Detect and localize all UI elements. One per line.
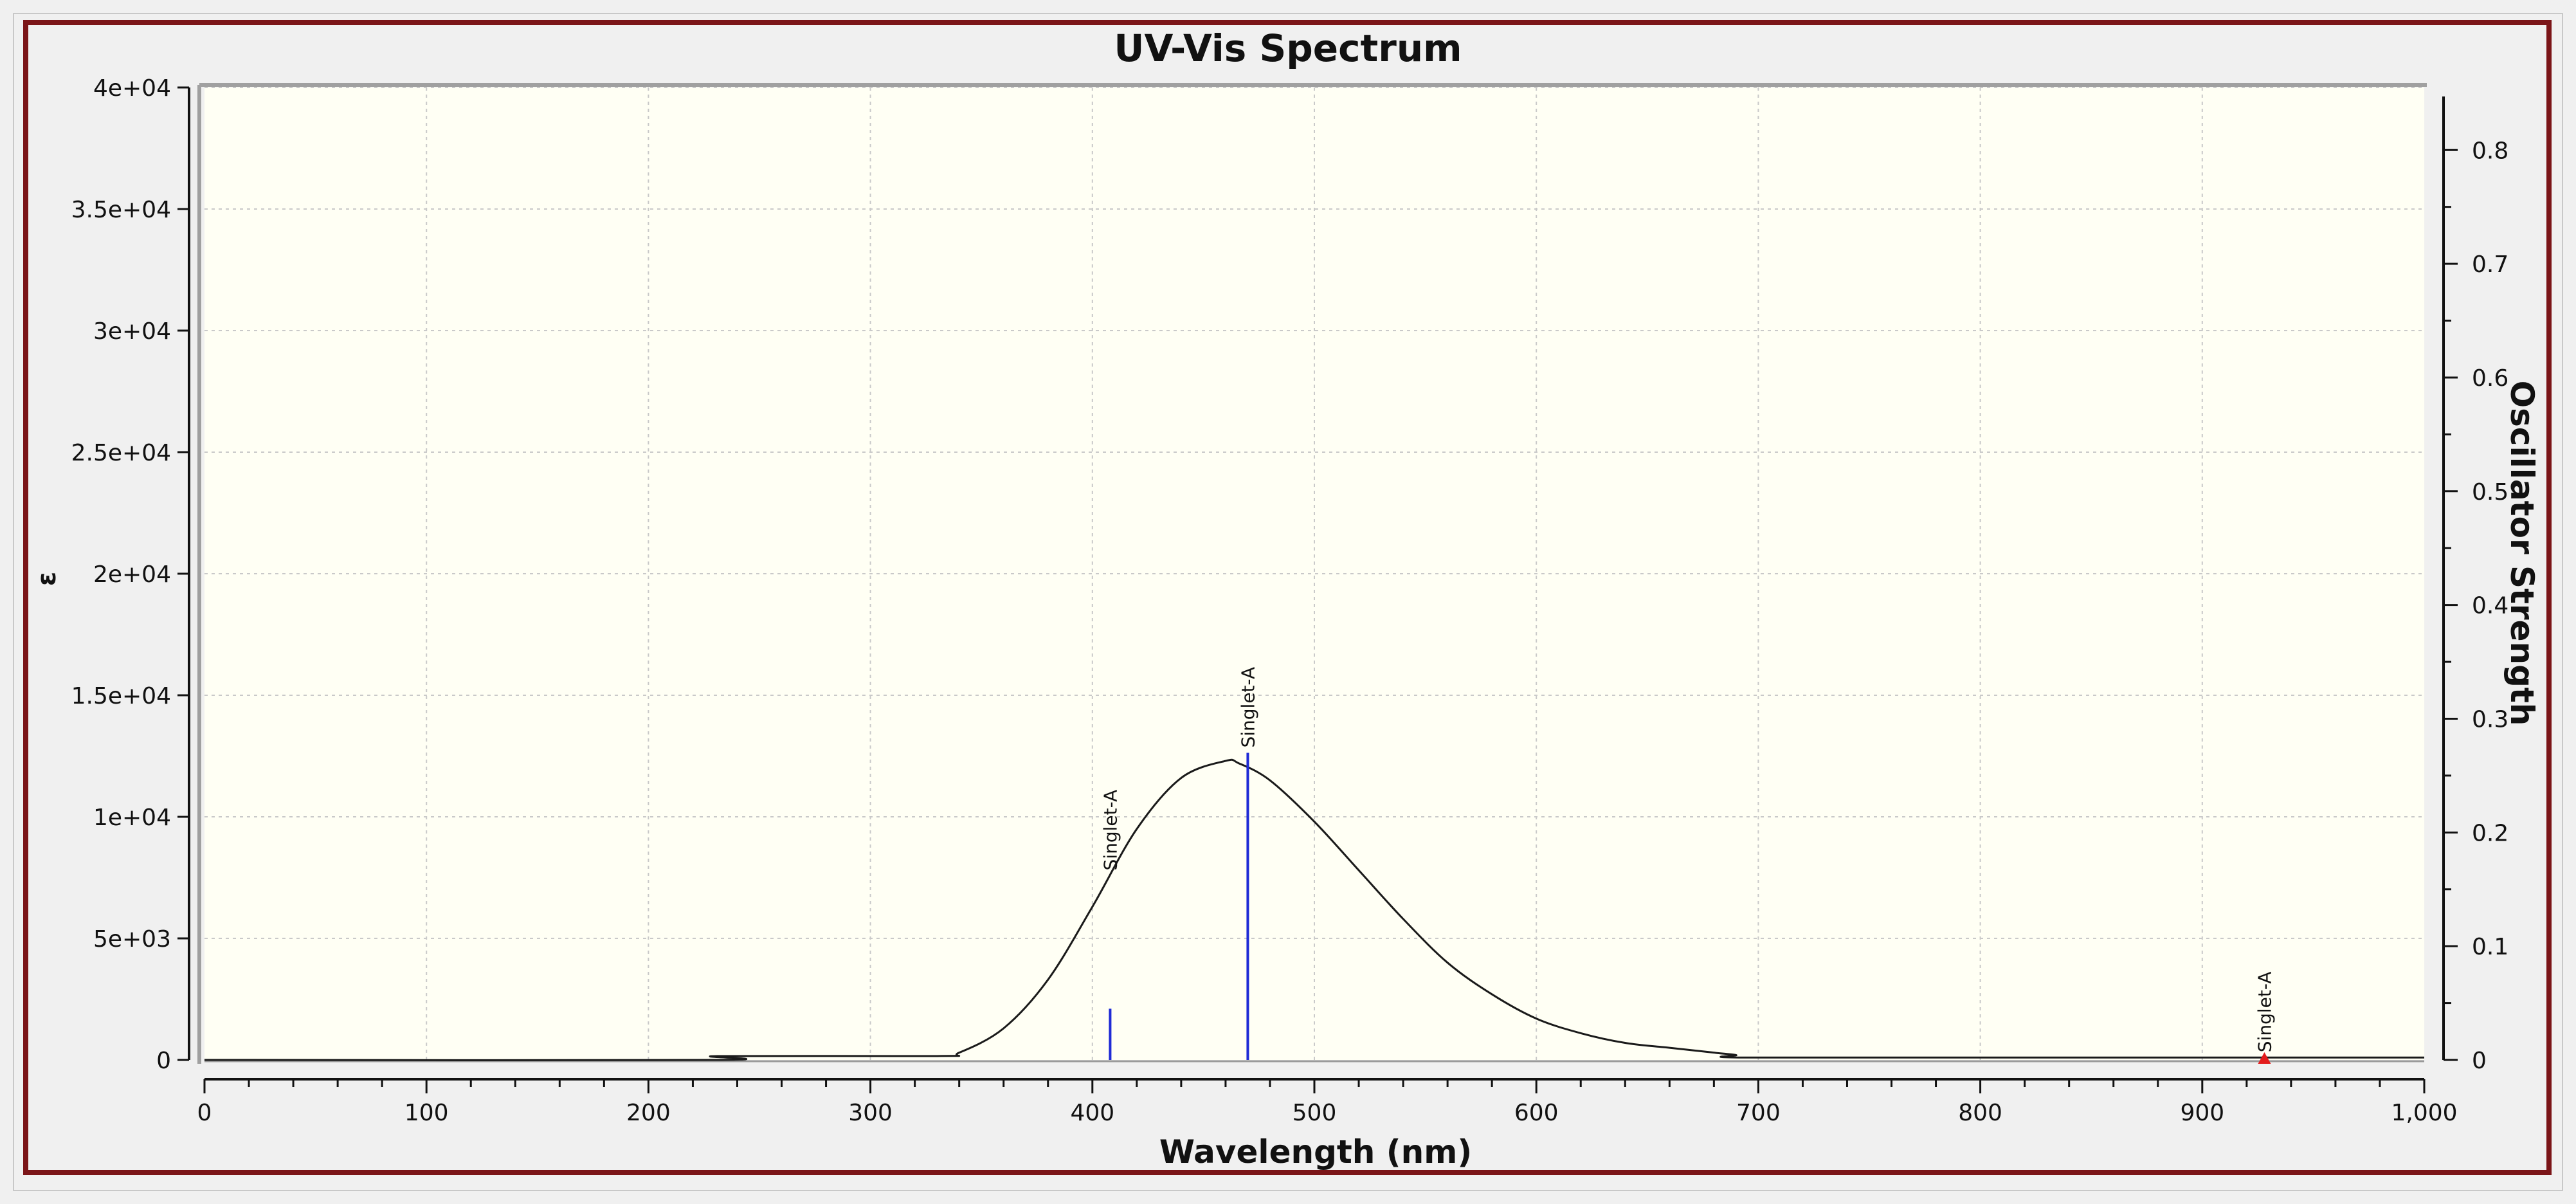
x-tick-label: 0 bbox=[197, 1100, 212, 1126]
x-tick-label: 1,000 bbox=[2391, 1100, 2457, 1126]
x-tick-label: 600 bbox=[1514, 1100, 1559, 1126]
y-tick-label: 3e+04 bbox=[93, 318, 171, 345]
y-tick-label: 1e+04 bbox=[93, 805, 171, 831]
y-right-tick-label: 0.3 bbox=[2472, 706, 2508, 733]
plot-area: 0 100 200 300 400 500 600 700 800 900 1,000 0 5e+03 1… bbox=[71, 75, 2509, 1126]
transition-label: Singlet-A bbox=[2254, 972, 2275, 1053]
y-tick-label: 2.5e+04 bbox=[71, 440, 171, 466]
chart-title: UV-Vis Spectrum bbox=[1114, 26, 1462, 70]
x-tick-label: 800 bbox=[1958, 1100, 2002, 1126]
x-tick-label: 300 bbox=[848, 1100, 893, 1126]
transition-label: Singlet-A bbox=[1237, 667, 1258, 748]
y-right-tick-label: 0 bbox=[2472, 1048, 2487, 1074]
x-tick-label: 400 bbox=[1070, 1100, 1114, 1126]
x-tick-label: 500 bbox=[1293, 1100, 1337, 1126]
y-right-tick-label: 0.5 bbox=[2472, 479, 2508, 506]
outer-border bbox=[13, 13, 2563, 1191]
y-right-tick-label: 0.7 bbox=[2472, 251, 2508, 278]
y-axis-label: ε bbox=[32, 572, 62, 586]
y-right-tick-label: 0.4 bbox=[2472, 593, 2508, 619]
y-right-tick-label: 0.6 bbox=[2472, 365, 2508, 392]
y-tick-label: 0 bbox=[156, 1048, 171, 1074]
y-tick-label: 1.5e+04 bbox=[71, 683, 171, 709]
x-axis-label: Wavelength (nm) bbox=[1159, 1133, 1472, 1171]
transition-marker bbox=[2258, 1052, 2271, 1064]
y-right-tick-label: 0.1 bbox=[2472, 934, 2508, 960]
y-tick-label: 4e+04 bbox=[93, 75, 171, 102]
x-tick-label: 100 bbox=[404, 1100, 449, 1126]
y-tick-label: 2e+04 bbox=[93, 561, 171, 588]
x-tick-label: 200 bbox=[626, 1100, 671, 1126]
spectrum-curve bbox=[204, 758, 2424, 1061]
y-right-tick-label: 0.2 bbox=[2472, 820, 2508, 846]
y-tick-label: 3.5e+04 bbox=[71, 197, 171, 223]
y-tick-label: 5e+03 bbox=[93, 926, 171, 953]
x-tick-label: 700 bbox=[1736, 1100, 1781, 1126]
y-right-tick-label: 0.8 bbox=[2472, 138, 2508, 164]
transition-label: Singlet-A bbox=[1100, 790, 1121, 871]
x-tick-label: 900 bbox=[2180, 1100, 2224, 1126]
y-right-axis-label: Oscillator Strength bbox=[2503, 381, 2541, 726]
